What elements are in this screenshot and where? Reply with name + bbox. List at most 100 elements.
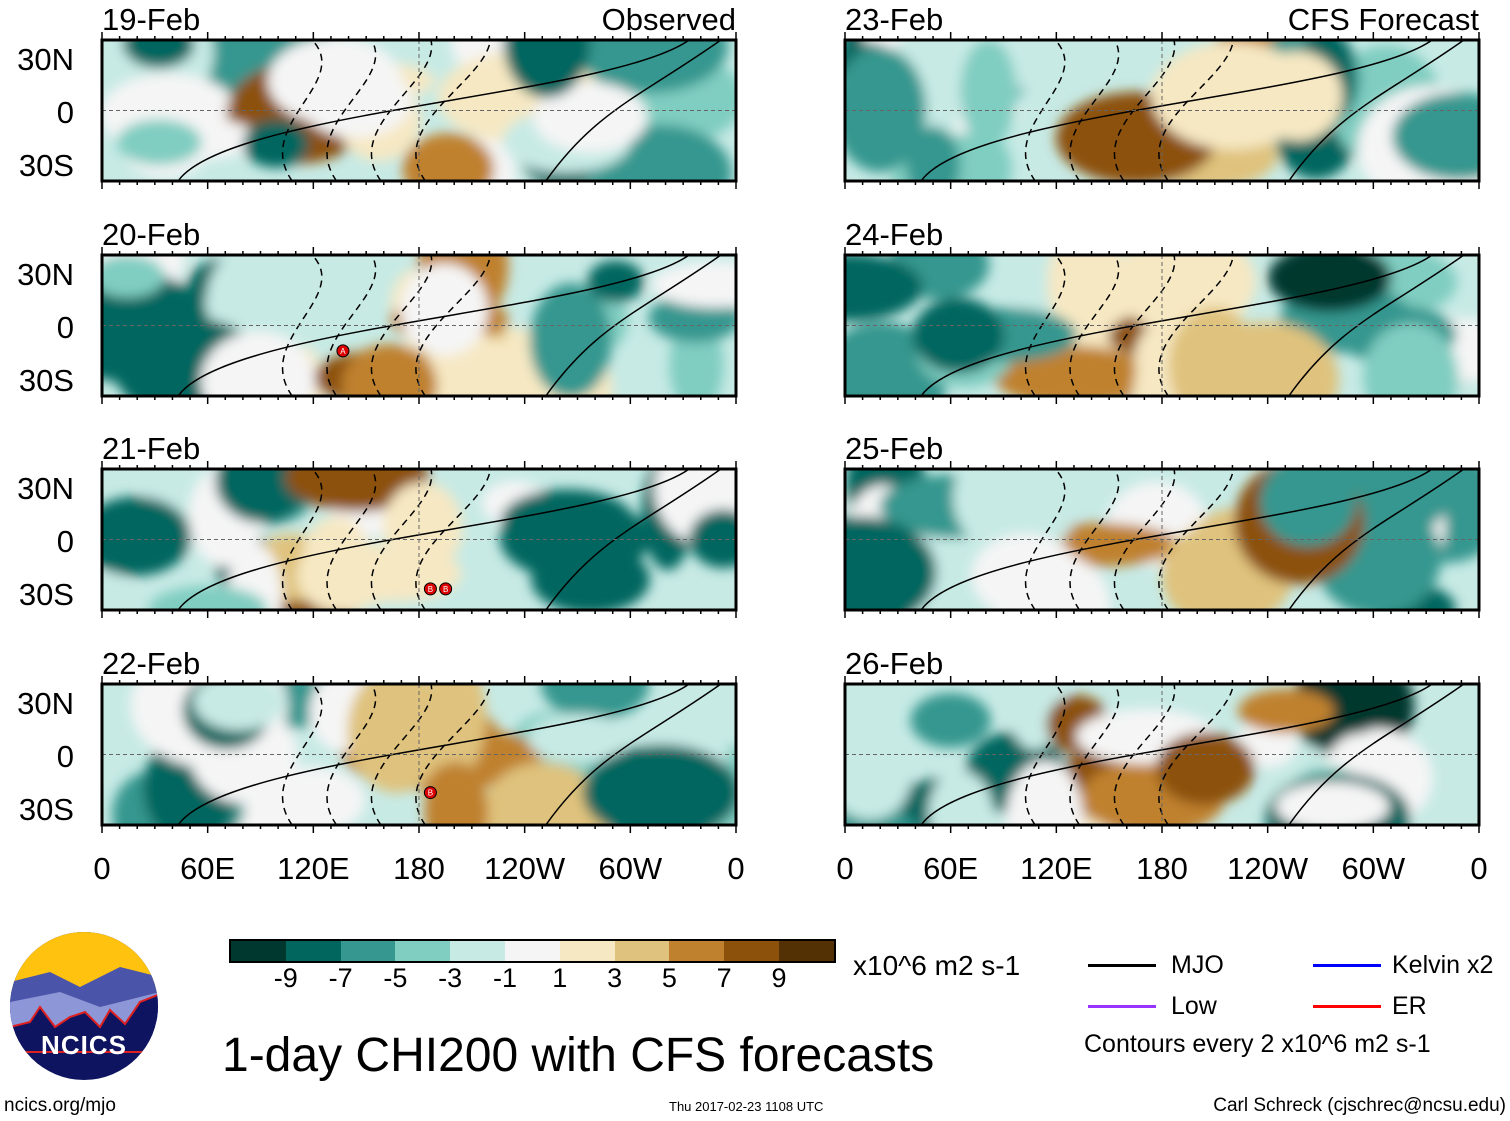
- mjo-contour-negative: [281, 469, 323, 610]
- colorbar: [229, 939, 836, 963]
- mjo-contour-negative: [1024, 40, 1066, 181]
- anomaly-region: [503, 40, 590, 98]
- lon-label: 0: [836, 851, 854, 886]
- storm-label: A: [340, 347, 346, 356]
- anomaly-region: [960, 40, 1017, 147]
- anomaly-region: [689, 509, 736, 568]
- mjo-contour-positive: [545, 684, 722, 825]
- anomaly-region: [1161, 527, 1248, 610]
- panel-date: 24-Feb: [845, 217, 944, 252]
- lat-label: 0: [56, 310, 74, 345]
- lat-label: 30S: [18, 148, 74, 183]
- mjo-contour-positive: [1288, 255, 1465, 396]
- lon-label: 0: [93, 851, 111, 886]
- legend-line-er: [1313, 1005, 1381, 1008]
- anomaly-region: [845, 516, 937, 610]
- tropical-cyclone-icon: [336, 344, 350, 358]
- panel-date: 25-Feb: [845, 431, 944, 466]
- lat-label: 30S: [18, 577, 74, 612]
- anomaly-region: [116, 119, 202, 166]
- panel-date: 19-Feb: [102, 2, 201, 37]
- lon-label: 60W: [598, 851, 663, 886]
- colorbar-label: 9: [771, 963, 787, 993]
- chi200-map-panel: [843, 676, 1481, 833]
- anomaly-region: [953, 469, 1080, 558]
- lat-label: 0: [56, 739, 74, 774]
- colorbar-swatch: [669, 941, 725, 961]
- site-link[interactable]: ncics.org/mjo: [4, 1095, 116, 1116]
- colorbar-label: -9: [273, 963, 298, 993]
- anomaly-region: [300, 64, 412, 138]
- lon-label: 120W: [484, 851, 566, 886]
- panel-source-label: CFS Forecast: [1287, 2, 1479, 37]
- panel-date: 23-Feb: [845, 2, 944, 37]
- lon-label: 120E: [1020, 851, 1093, 886]
- anomaly-region: [1363, 322, 1459, 396]
- lat-label: 30N: [17, 686, 74, 721]
- lon-label: 60W: [1341, 851, 1406, 886]
- anomaly-region: [193, 684, 285, 731]
- chi200-map-panel: [843, 32, 1481, 189]
- chi200-map-panel: [100, 32, 738, 189]
- anomaly-region: [102, 496, 192, 576]
- svg-text:NCICS: NCICS: [41, 1030, 127, 1060]
- legend-label-mjo: MJO: [1171, 951, 1224, 979]
- anomaly-region: [533, 82, 648, 153]
- mjo-contour-positive: [177, 684, 690, 825]
- mjo-contour-positive: [1288, 684, 1465, 825]
- lon-label: 180: [1136, 851, 1188, 886]
- tropical-cyclone-icon: [423, 582, 437, 596]
- contour-note: Contours every 2 x10^6 m2 s-1: [1084, 1030, 1431, 1058]
- lat-label: 30N: [17, 471, 74, 506]
- colorbar-label: -1: [492, 963, 518, 993]
- mjo-contour-negative: [1114, 684, 1176, 825]
- anomaly-region: [1151, 41, 1314, 150]
- anomaly-region: [148, 585, 268, 610]
- anomaly-region: [501, 489, 634, 553]
- colorbar-swatch: [504, 941, 560, 961]
- anomaly-region: [1275, 781, 1390, 825]
- anomaly-region: [200, 331, 316, 396]
- anomaly-region: [1047, 255, 1127, 343]
- colorbar-label: 1: [552, 963, 568, 993]
- mjo-contour-negative: [371, 684, 433, 825]
- lat-label: 0: [56, 95, 74, 130]
- chi200-map-panel: [843, 461, 1481, 618]
- lon-label: 60E: [923, 851, 979, 886]
- mjo-contour-negative: [415, 684, 492, 825]
- timestamp: Thu 2017-02-23 1108 UTC: [669, 1099, 824, 1114]
- anomaly-region: [102, 255, 165, 298]
- mjo-contour-negative: [281, 684, 323, 825]
- anomaly-region: [529, 283, 612, 396]
- mjo-contour-negative: [281, 255, 323, 396]
- mjo-contour-negative: [1158, 40, 1235, 181]
- legend-line-kelvin: [1313, 964, 1381, 967]
- storm-label: B: [428, 585, 433, 594]
- colorbar-swatch: [285, 941, 341, 961]
- mjo-contour-positive: [177, 469, 690, 610]
- mjo-contour-positive: [177, 255, 690, 396]
- mjo-contour-negative: [415, 40, 492, 181]
- anomaly-region: [425, 684, 487, 777]
- legend-line-mjo: [1088, 964, 1156, 967]
- tropical-cyclone-icon: [439, 582, 453, 596]
- lat-label: 30N: [17, 42, 74, 77]
- mjo-contour-negative: [371, 40, 433, 181]
- colorbar-swatch: [340, 941, 396, 961]
- anomaly-region: [845, 47, 927, 173]
- chi200-map-panel: A: [100, 247, 738, 404]
- anomaly-region: [400, 263, 489, 357]
- panel-source-label: Observed: [601, 2, 736, 37]
- colorbar-label: -7: [328, 963, 353, 993]
- legend-label-low: Low: [1171, 992, 1217, 1020]
- mjo-contour-negative: [415, 255, 492, 396]
- mjo-contour-negative: [1158, 684, 1235, 825]
- anomaly-region: [341, 344, 438, 396]
- chi200-map-panel: [843, 247, 1481, 404]
- anomaly-region: [1238, 688, 1335, 734]
- mjo-contour-negative: [1114, 469, 1176, 610]
- panel-date: 21-Feb: [102, 431, 201, 466]
- mjo-contour-positive: [1288, 469, 1465, 610]
- legend-label-kelvin: Kelvin x2: [1392, 951, 1494, 979]
